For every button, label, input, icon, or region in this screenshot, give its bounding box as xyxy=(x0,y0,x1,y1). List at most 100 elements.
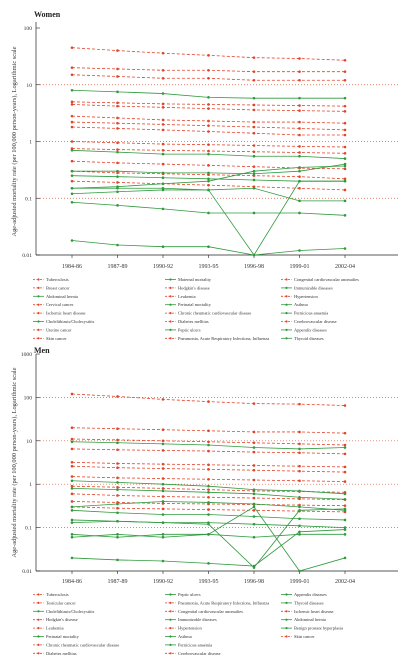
legend-label: Appendix diseases xyxy=(294,592,327,597)
data-point xyxy=(70,239,74,242)
data-point xyxy=(298,489,301,493)
data-point xyxy=(70,509,74,512)
data-point xyxy=(343,133,347,137)
data-point xyxy=(343,96,347,100)
legend-label: Abdominal hernia xyxy=(46,294,78,299)
legend-marker xyxy=(37,635,40,638)
data-point xyxy=(207,562,210,565)
data-point xyxy=(161,502,165,505)
data-point xyxy=(252,120,256,124)
data-point xyxy=(70,464,74,468)
legend-marker xyxy=(285,593,288,596)
data-point xyxy=(161,521,165,524)
legend-marker xyxy=(37,643,40,647)
data-point xyxy=(343,110,347,113)
data-point xyxy=(298,402,301,406)
x-tick-label: 2002-04 xyxy=(335,264,355,270)
data-point xyxy=(252,211,256,215)
data-point xyxy=(161,171,165,175)
legend-marker xyxy=(285,286,288,289)
data-point xyxy=(116,535,119,539)
data-point xyxy=(298,133,301,137)
data-point xyxy=(343,528,347,531)
data-point xyxy=(70,392,74,396)
data-point xyxy=(207,177,210,181)
data-point xyxy=(70,103,74,106)
data-point xyxy=(207,245,210,249)
data-point xyxy=(116,169,119,173)
data-point xyxy=(116,150,119,154)
data-point xyxy=(161,51,165,55)
data-point xyxy=(116,533,119,536)
legend-label: Pernicious anaemia xyxy=(178,642,212,647)
data-point xyxy=(161,176,165,180)
legend-marker xyxy=(285,635,288,638)
data-point xyxy=(298,179,301,183)
data-point xyxy=(70,192,74,196)
data-point xyxy=(116,519,119,523)
data-point xyxy=(207,149,210,153)
legend-label: Pernicious anaemia xyxy=(294,311,328,316)
data-point xyxy=(207,449,210,453)
legend-label: Immunizable diseases xyxy=(294,285,333,290)
data-point xyxy=(161,182,165,186)
data-point xyxy=(70,114,74,118)
data-point xyxy=(343,465,347,469)
data-point xyxy=(207,513,210,516)
legend-label: Leukemia xyxy=(46,626,64,631)
data-point xyxy=(70,88,74,92)
data-point xyxy=(161,207,165,211)
data-point xyxy=(207,443,210,447)
y-tick-label: 10 xyxy=(26,439,32,445)
legend-label: Tuberculosis xyxy=(46,592,69,597)
data-point xyxy=(298,154,301,158)
x-tick-label: 1987-89 xyxy=(108,264,128,270)
data-point xyxy=(298,533,301,536)
legend-marker xyxy=(285,320,288,323)
legend-marker xyxy=(285,303,288,306)
data-point xyxy=(161,186,165,190)
data-point xyxy=(116,141,119,145)
data-point xyxy=(343,470,347,474)
data-point xyxy=(70,100,74,104)
data-point xyxy=(207,107,210,110)
data-point xyxy=(298,199,301,203)
data-point xyxy=(70,140,74,143)
legend-label: Chronic rheumatic cardiovascular disease xyxy=(178,311,251,316)
legend-label: Tuberculosis xyxy=(46,277,69,282)
data-point xyxy=(70,437,74,441)
legend-marker xyxy=(37,337,40,340)
data-point xyxy=(252,505,256,509)
data-point xyxy=(116,494,119,497)
legend-marker xyxy=(169,601,172,605)
data-point xyxy=(252,96,256,100)
data-point xyxy=(252,522,256,526)
data-point xyxy=(70,505,74,509)
data-point xyxy=(298,469,301,473)
legend-marker xyxy=(169,652,172,655)
x-tick-label: 1996-98 xyxy=(244,264,264,270)
legend-marker xyxy=(37,627,40,630)
legend-label: Diabetes mellitus xyxy=(46,651,77,656)
data-point xyxy=(207,96,210,99)
data-point xyxy=(207,152,210,156)
data-point xyxy=(298,151,301,154)
data-point xyxy=(343,214,347,217)
data-point xyxy=(116,161,119,165)
data-point xyxy=(252,150,256,154)
legend-label: Appendix diseases xyxy=(294,327,327,332)
y-axis-title: Age-adjusted mortality rate (per 100,000… xyxy=(11,46,18,236)
data-point xyxy=(252,186,256,190)
data-point xyxy=(298,70,301,73)
legend-label: Peptic ulcers xyxy=(178,592,201,597)
data-point xyxy=(70,518,74,522)
legend-label: Cholelithiasis/Cholecystitis xyxy=(46,609,95,614)
legend-label: Pneumonia, Acute Respiratory Infections,… xyxy=(178,600,269,606)
data-point xyxy=(207,488,210,491)
data-point xyxy=(343,78,347,82)
data-point xyxy=(207,130,210,133)
data-point xyxy=(116,101,119,105)
data-point xyxy=(207,171,210,175)
data-point xyxy=(298,503,301,507)
data-point xyxy=(116,127,119,130)
